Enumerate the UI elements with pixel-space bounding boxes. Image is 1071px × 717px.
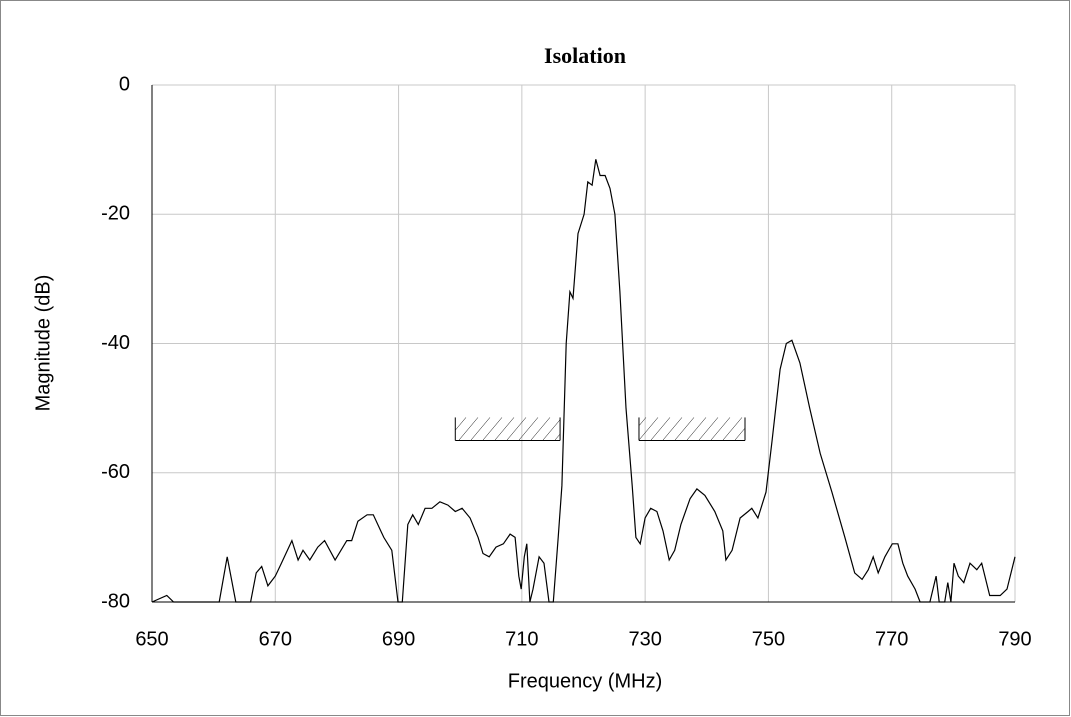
- x-axis-label: Frequency (MHz): [508, 670, 662, 692]
- x-tick-label: 730: [628, 628, 661, 650]
- data-line: [151, 159, 1016, 603]
- x-tick-label: 710: [505, 628, 538, 650]
- y-tick-label: -40: [101, 332, 130, 354]
- limit-hatch: [455, 417, 561, 441]
- x-tick-label: 750: [752, 628, 785, 650]
- y-tick-label: -80: [101, 590, 130, 612]
- x-tick-label: 650: [135, 628, 168, 650]
- chart-title: Isolation: [544, 43, 626, 68]
- y-tick-label: -60: [101, 461, 130, 483]
- y-tick-label: 0: [119, 73, 130, 95]
- x-tick-label: 690: [382, 628, 415, 650]
- x-tick-label: 670: [259, 628, 292, 650]
- x-tick-label: 770: [875, 628, 908, 650]
- limit-hatch: [638, 417, 746, 441]
- x-tick-label: 790: [998, 628, 1031, 650]
- y-tick-label: -20: [101, 203, 130, 225]
- y-axis-label: Magnitude (dB): [32, 275, 54, 412]
